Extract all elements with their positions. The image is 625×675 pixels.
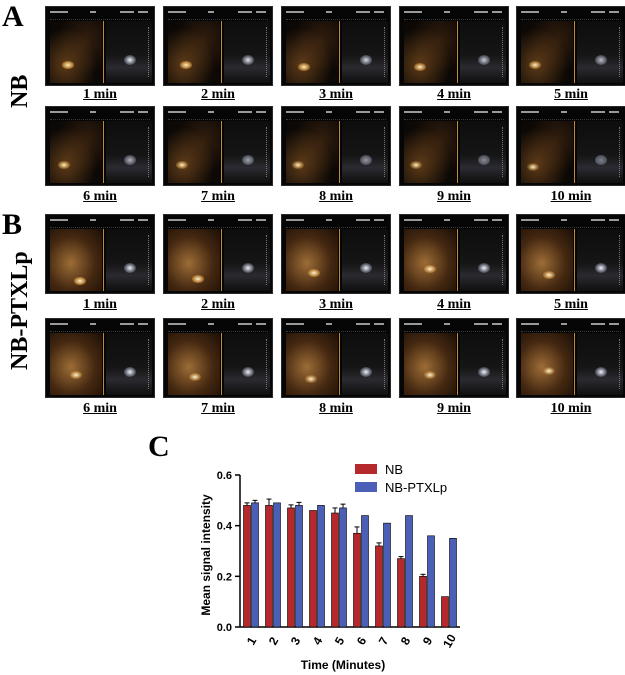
group-label-nb-ptxlp: NB-PTXLp [7,251,33,370]
bar-nb [243,505,251,628]
bar-nb-ptxlp [295,505,303,628]
frame-time-caption: 9 min [437,189,471,204]
frame-time-caption: 5 min [554,87,588,102]
x-tick-label: 7 [376,634,392,647]
ultrasound-frame [399,106,509,186]
ultrasound-frame [163,214,273,294]
x-tick-label: 10 [440,631,459,650]
ultrasound-frame [281,106,391,186]
x-axis-label: Time (Minutes) [301,658,385,672]
y-tick-label: 0.4 [217,521,233,533]
frame-time-caption: 3 min [319,87,353,102]
ultrasound-frame [45,106,155,186]
frame-time-caption: 1 min [83,87,117,102]
bar-nb-ptxlp [427,535,435,628]
frame-time-caption: 10 min [550,189,592,204]
ultrasound-frame [45,318,155,398]
bar-nb [353,532,361,628]
frame-time-caption: 8 min [319,189,353,204]
chart-legend: NB NB-PTXLp [355,462,447,495]
ultrasound-frame [45,214,155,294]
bar-nb-ptxlp [251,502,259,628]
bar-nb-ptxlp [383,522,391,628]
panel-letter-b: B [2,208,23,241]
legend-swatch-nb [355,464,377,474]
frame-time-caption: 6 min [83,189,117,204]
ultrasound-frame [281,318,391,398]
frame-time-caption: 3 min [319,297,353,312]
ultrasound-frame [163,318,273,398]
bar-nb [331,512,339,628]
ultrasound-frame [45,6,155,86]
x-tick-label: 6 [354,634,370,647]
ultrasound-frame [281,6,391,86]
chart-plot-area: 0.0 0.2 0.4 0.6 1 2 3 4 5 6 7 8 9 10 [217,470,460,650]
bar-nb-ptxlp [361,515,369,628]
bar-nb [419,576,427,628]
frame-time-caption: 9 min [437,401,471,416]
x-tick-label: 9 [420,634,436,647]
legend-swatch-nb-ptxlp [355,482,377,492]
bar-nb [397,558,405,628]
bar-nb-ptxlp [317,505,325,628]
ultrasound-frame [399,318,509,398]
bar-nb [441,596,449,628]
bar-nb-ptxlp [339,507,347,628]
y-tick-label: 0.2 [217,571,232,583]
mean-signal-intensity-chart: 0.0 0.2 0.4 0.6 1 2 3 4 5 6 7 8 9 10 Mean signal inte… [199,462,460,672]
bar-nb [309,510,317,628]
x-tick-label: 8 [398,634,414,647]
x-tick-label: 4 [310,634,326,647]
bar-nb [375,545,383,628]
frame-time-caption: 8 min [319,401,353,416]
ultrasound-frame [516,106,625,186]
bar-nb-ptxlp [273,502,281,628]
ultrasound-frame [163,6,273,86]
group-label-nb: NB [7,74,33,108]
x-tick-label: 2 [266,634,282,647]
frame-time-caption: 1 min [83,297,117,312]
frame-time-caption: 4 min [437,297,471,312]
frame-time-caption: 6 min [83,401,117,416]
bar-nb [265,505,273,628]
x-tick-label: 3 [288,634,304,647]
ultrasound-frame [399,214,509,294]
ultrasound-frame [516,318,625,398]
legend-label-nb: NB [385,462,403,477]
frame-time-caption: 10 min [550,401,592,416]
frame-time-caption: 5 min [554,297,588,312]
ultrasound-frame [516,214,625,294]
y-axis-label: Mean signal intensity [199,494,213,616]
bar-nb-ptxlp [449,538,457,628]
ultrasound-frame [163,106,273,186]
panel-letter-a: A [2,0,24,33]
frame-time-caption: 7 min [201,189,235,204]
bar-nb-ptxlp [405,515,413,628]
ultrasound-frame [516,6,625,86]
legend-label-nb-ptxlp: NB-PTXLp [385,480,447,495]
y-tick-label: 0.6 [217,470,232,482]
x-tick-label: 1 [244,634,260,647]
x-tick-label: 5 [332,634,348,647]
frame-time-caption: 2 min [201,87,235,102]
panel-letter-c: C [148,430,170,463]
ultrasound-frame [399,6,509,86]
bar-nb [287,507,295,628]
ultrasound-frame [281,214,391,294]
y-tick-label: 0.0 [217,622,232,634]
frame-time-caption: 7 min [201,401,235,416]
frame-time-caption: 2 min [201,297,235,312]
frame-time-caption: 4 min [437,87,471,102]
